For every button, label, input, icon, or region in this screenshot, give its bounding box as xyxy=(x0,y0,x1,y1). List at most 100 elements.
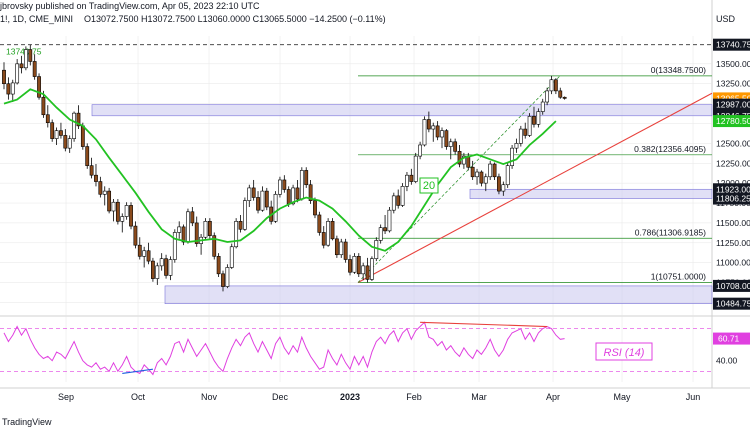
candle-body xyxy=(63,135,68,149)
rsi-support-line xyxy=(122,368,154,375)
candle-body xyxy=(431,125,436,130)
candle-body xyxy=(317,214,322,233)
price-axis: 13500.0013250.0013000.0012750.0012500.00… xyxy=(713,38,750,366)
candle-body xyxy=(168,259,173,276)
publisher-text: jbrovsky published on TradingView.com, A… xyxy=(0,1,260,11)
zone-rect xyxy=(91,104,713,117)
candle-body xyxy=(164,258,168,276)
candle-body xyxy=(238,221,243,230)
fib-diagonal xyxy=(357,75,561,283)
candle-body xyxy=(41,96,46,116)
candle-body xyxy=(523,128,528,136)
candle-body xyxy=(98,181,103,195)
candle-body xyxy=(448,141,453,147)
candle-body xyxy=(133,225,138,246)
currency-label: USD xyxy=(716,14,736,24)
candle-body xyxy=(510,147,514,166)
candle-body xyxy=(475,171,479,178)
candle-body xyxy=(273,193,278,222)
footer: TradingView xyxy=(0,414,750,430)
rsi-panel: RSI (14) xyxy=(0,321,712,376)
candle-body xyxy=(527,116,532,136)
candle-body xyxy=(120,216,125,222)
price-label-bg xyxy=(713,115,750,128)
candle-body xyxy=(151,260,155,279)
candle-body xyxy=(45,114,50,123)
candle-body xyxy=(558,90,563,98)
candle-body xyxy=(518,128,523,144)
candle-body xyxy=(142,250,147,257)
candle-body xyxy=(532,116,536,125)
candle-body xyxy=(234,221,239,248)
candle-body xyxy=(146,250,151,262)
candle-body xyxy=(23,49,28,69)
candle-body xyxy=(28,49,33,62)
candle-body xyxy=(479,171,484,184)
rsi-value-label: 60.71 xyxy=(718,334,740,344)
candle-body xyxy=(461,155,466,165)
candle-body xyxy=(85,146,90,166)
time-axis: Sep Oct Nov Dec 2023 Feb Mar Apr May Jun xyxy=(58,392,700,402)
candle-body xyxy=(440,130,444,138)
candle-body xyxy=(107,190,112,212)
candle-body xyxy=(497,176,501,192)
candle-body xyxy=(159,258,164,267)
candle-body xyxy=(549,79,554,92)
candle-body xyxy=(221,273,225,287)
x-tick-label: Nov xyxy=(201,392,218,402)
candle-body xyxy=(172,232,177,260)
x-tick-label: 2023 xyxy=(340,392,360,402)
candle-body xyxy=(94,174,98,182)
y-tick-label: 12250.00 xyxy=(716,158,750,168)
price-label-bg xyxy=(713,192,750,205)
candle-body xyxy=(330,221,335,240)
candle-body xyxy=(422,119,427,146)
sma-line-path xyxy=(3,88,557,252)
tradingview-logo[interactable]: TradingView xyxy=(2,417,52,427)
candle-body xyxy=(15,63,20,84)
candle-body xyxy=(76,112,81,127)
sma-line: 20 xyxy=(3,88,557,252)
candle-body xyxy=(343,241,348,260)
candle-body xyxy=(247,187,252,201)
candle-body xyxy=(243,200,247,230)
candle-body xyxy=(348,259,352,273)
y-tick-label: 12000.00 xyxy=(716,178,750,188)
candle-body xyxy=(435,125,440,138)
fibonacci-levels: 0(13348.7500) 0.382(12356.4095) 0.786(1130… xyxy=(358,65,712,283)
candle-body xyxy=(2,69,6,85)
rsi-label-box xyxy=(595,342,653,361)
candle-body xyxy=(361,265,366,275)
candle-body xyxy=(186,211,190,243)
candle-body xyxy=(356,256,361,275)
x-tick-label: Feb xyxy=(406,392,422,402)
candle-body xyxy=(251,187,256,198)
candle-body xyxy=(326,221,331,246)
candle-body xyxy=(374,240,379,260)
candle-body xyxy=(457,151,462,165)
support-resistance-zones: 13740.75 xyxy=(0,44,713,304)
y-tick-label: 11000.00 xyxy=(716,258,750,268)
rsi-label: RSI (14) xyxy=(604,347,645,359)
candle-body xyxy=(203,221,208,238)
fib-label: 0.382(12356.4095) xyxy=(634,144,706,154)
rsi-tick-label: 40.00 xyxy=(716,356,738,366)
candle-body xyxy=(453,141,458,152)
candle-body xyxy=(194,222,199,244)
candle-body xyxy=(129,205,133,227)
candle-body xyxy=(492,163,497,178)
price-label: 12987.00 xyxy=(716,100,750,110)
candle-body xyxy=(545,90,550,103)
candle-body xyxy=(37,76,41,98)
candle-body xyxy=(321,232,326,246)
price-label: 11923.00 xyxy=(716,184,750,194)
candle-body xyxy=(313,200,317,216)
symbol-line: 1!, 1D, CME_MINI xyxy=(0,14,74,24)
candle-body xyxy=(291,187,295,205)
price-label: 13740.75 xyxy=(716,40,750,50)
candle-body xyxy=(334,238,339,256)
candle-body xyxy=(444,130,449,147)
fib-label: 1(10751.0000) xyxy=(651,271,706,281)
rsi-value-bg xyxy=(713,332,750,345)
